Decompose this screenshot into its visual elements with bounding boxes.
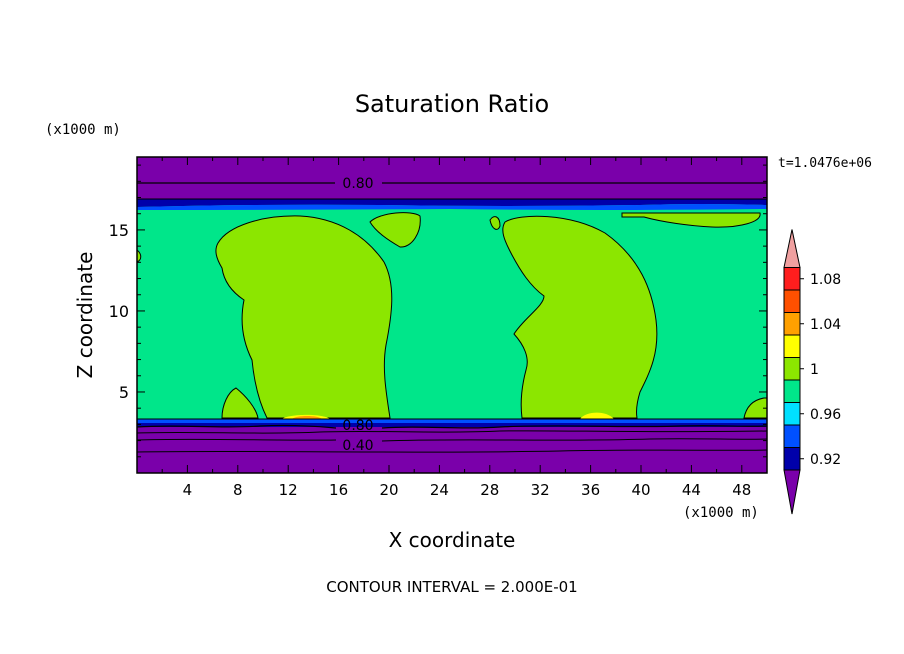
colorbar-tick-label: 1: [810, 362, 819, 378]
x-tick-label: 48: [732, 481, 751, 499]
x-tick-label: 16: [329, 481, 348, 499]
colorbar-tick-label: 0.96: [810, 407, 841, 423]
x-tick-label: 40: [631, 481, 650, 499]
patch-upper-left: [369, 212, 421, 248]
chart-title: Saturation Ratio: [355, 90, 549, 118]
contour-label: 0.80: [342, 418, 373, 434]
colorbar-bin: [783, 312, 801, 336]
contour-line-0.40: [136, 438, 768, 442]
contour-label: 0.80: [342, 176, 373, 192]
colorbar-bin: [783, 447, 801, 471]
colorbar-tick-label: 1.08: [810, 272, 841, 288]
colorbar-bin: [783, 289, 801, 313]
colorbar-tick-label: 0.92: [810, 452, 841, 468]
x-tick-label: 12: [279, 481, 298, 499]
contour-interval-note: CONTOUR INTERVAL = 2.000E-01: [326, 578, 577, 596]
spot-1-orange: [292, 416, 322, 419]
patch-small: [489, 216, 501, 230]
x-tick-label: 28: [480, 481, 499, 499]
patch-lower-left: [221, 387, 259, 419]
y-axis-label: Z coordinate: [73, 252, 97, 379]
x-tick-label: 36: [581, 481, 600, 499]
x-tick-label: 44: [682, 481, 701, 499]
colorbar-bin: [783, 357, 801, 381]
colorbar-lower-arrow: [783, 469, 801, 515]
upper-layer-band: [137, 183, 767, 199]
plume-1: [215, 215, 393, 419]
y-tick-label: 5: [119, 383, 129, 402]
upper-layer-low: [137, 157, 767, 183]
colorbar-tick-label: 1.04: [810, 317, 841, 333]
x-tick-label: 32: [531, 481, 550, 499]
spot-2-yellow: [580, 412, 614, 419]
x-tick-label: 4: [183, 481, 193, 499]
colorbar: 1.08 1.04 1 0.96 0.92: [783, 229, 841, 515]
contour-label: 0.40: [342, 438, 373, 454]
x-axis-label: X coordinate: [389, 528, 516, 552]
colorbar-bin: [783, 402, 801, 426]
y-tick-label: 10: [109, 302, 129, 321]
x-units-label: (x1000 m): [683, 505, 759, 521]
x-axis-ticks: 4 8 12 16 20 24 28 32 36 40 44 48: [161, 157, 751, 499]
lower-band-0.96: [137, 419, 767, 423]
x-tick-label: 20: [379, 481, 398, 499]
y-units-label: (x1000 m): [45, 122, 121, 138]
contour-line-0.80-bottom: [136, 424, 768, 429]
patch-upper-right: [621, 212, 761, 228]
time-label: t=1.0476e+06: [778, 156, 872, 171]
colorbar-bin: [783, 424, 801, 448]
upper-band-0.92: [137, 199, 767, 207]
plume-2: [502, 215, 658, 419]
plot-frame: [136, 156, 768, 474]
contour-line: [136, 449, 768, 453]
y-axis-ticks: 5 10 15: [109, 164, 767, 458]
x-tick-label: 24: [430, 481, 449, 499]
plot-area: 0.80 0.80 0.40: [136, 156, 768, 474]
colorbar-upper-arrow: [783, 229, 801, 268]
colorbar-bin: [783, 379, 801, 403]
colorbar-bin: [783, 267, 801, 291]
contour-line: [136, 430, 768, 434]
upper-band-0.96: [137, 204, 767, 210]
colorbar-bin: [783, 334, 801, 358]
x-tick-label: 8: [233, 481, 243, 499]
y-tick-label: 15: [109, 221, 129, 240]
